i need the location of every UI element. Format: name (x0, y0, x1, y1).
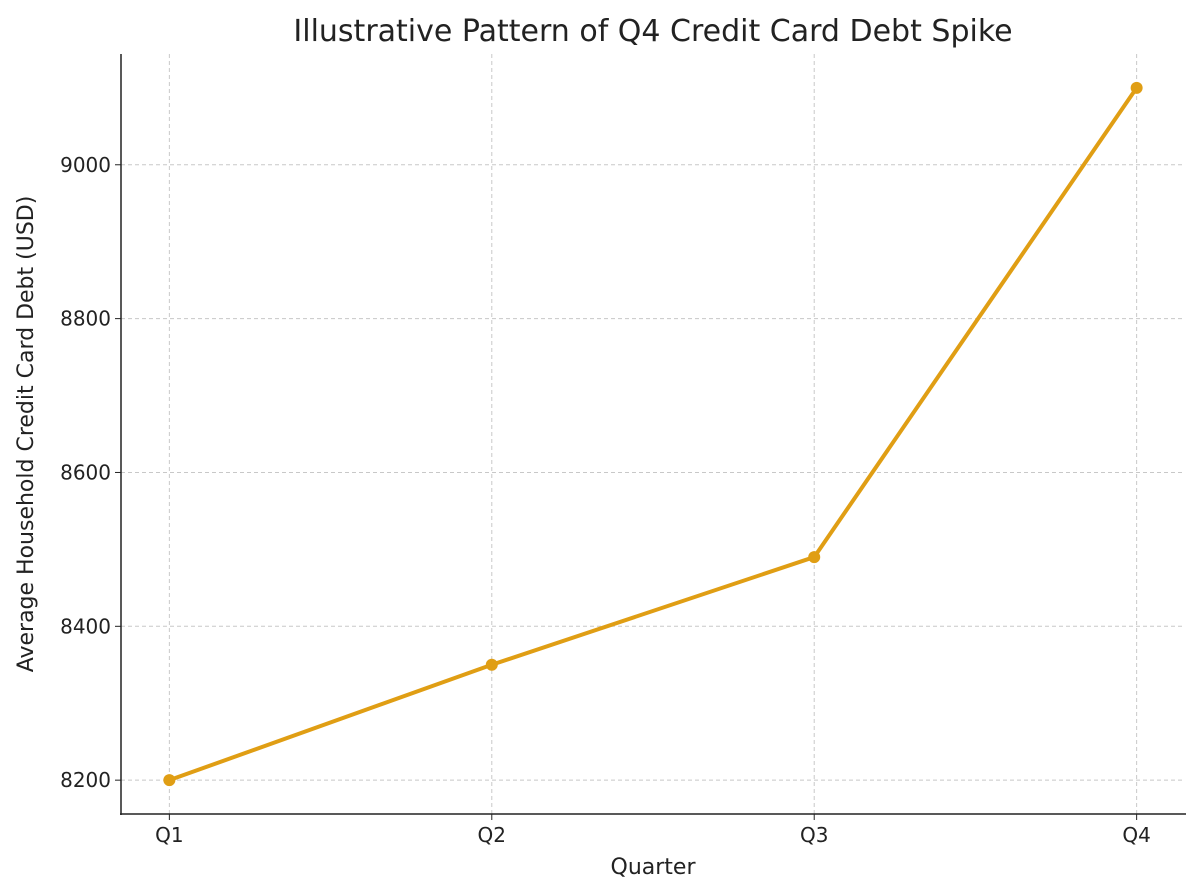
y-tick-label: 9000 (60, 153, 111, 177)
y-axis-label: Average Household Credit Card Debt (USD) (14, 196, 39, 673)
x-axis-label: Quarter (611, 855, 697, 880)
x-tick-label: Q4 (1122, 823, 1150, 847)
data-point (1130, 81, 1143, 94)
y-tick-label: 8400 (60, 614, 111, 638)
x-tick-label: Q1 (155, 823, 183, 847)
series-line (168, 86, 1139, 783)
series (163, 81, 1143, 787)
chart-title: Illustrative Pattern of Q4 Credit Card D… (293, 14, 1012, 49)
x-tick-label: Q3 (800, 823, 828, 847)
y-tick-label: 8600 (60, 460, 111, 484)
x-tick-label: Q2 (478, 823, 506, 847)
data-point (808, 551, 821, 564)
y-tick-label: 8200 (60, 768, 111, 792)
y-tick-label: 8800 (60, 307, 111, 331)
data-point (163, 774, 176, 787)
grid (121, 54, 1185, 814)
data-point (485, 658, 498, 671)
ticks: Q1 Q2 Q3 Q4 8200 8400 8600 8800 9000 (60, 153, 1151, 847)
